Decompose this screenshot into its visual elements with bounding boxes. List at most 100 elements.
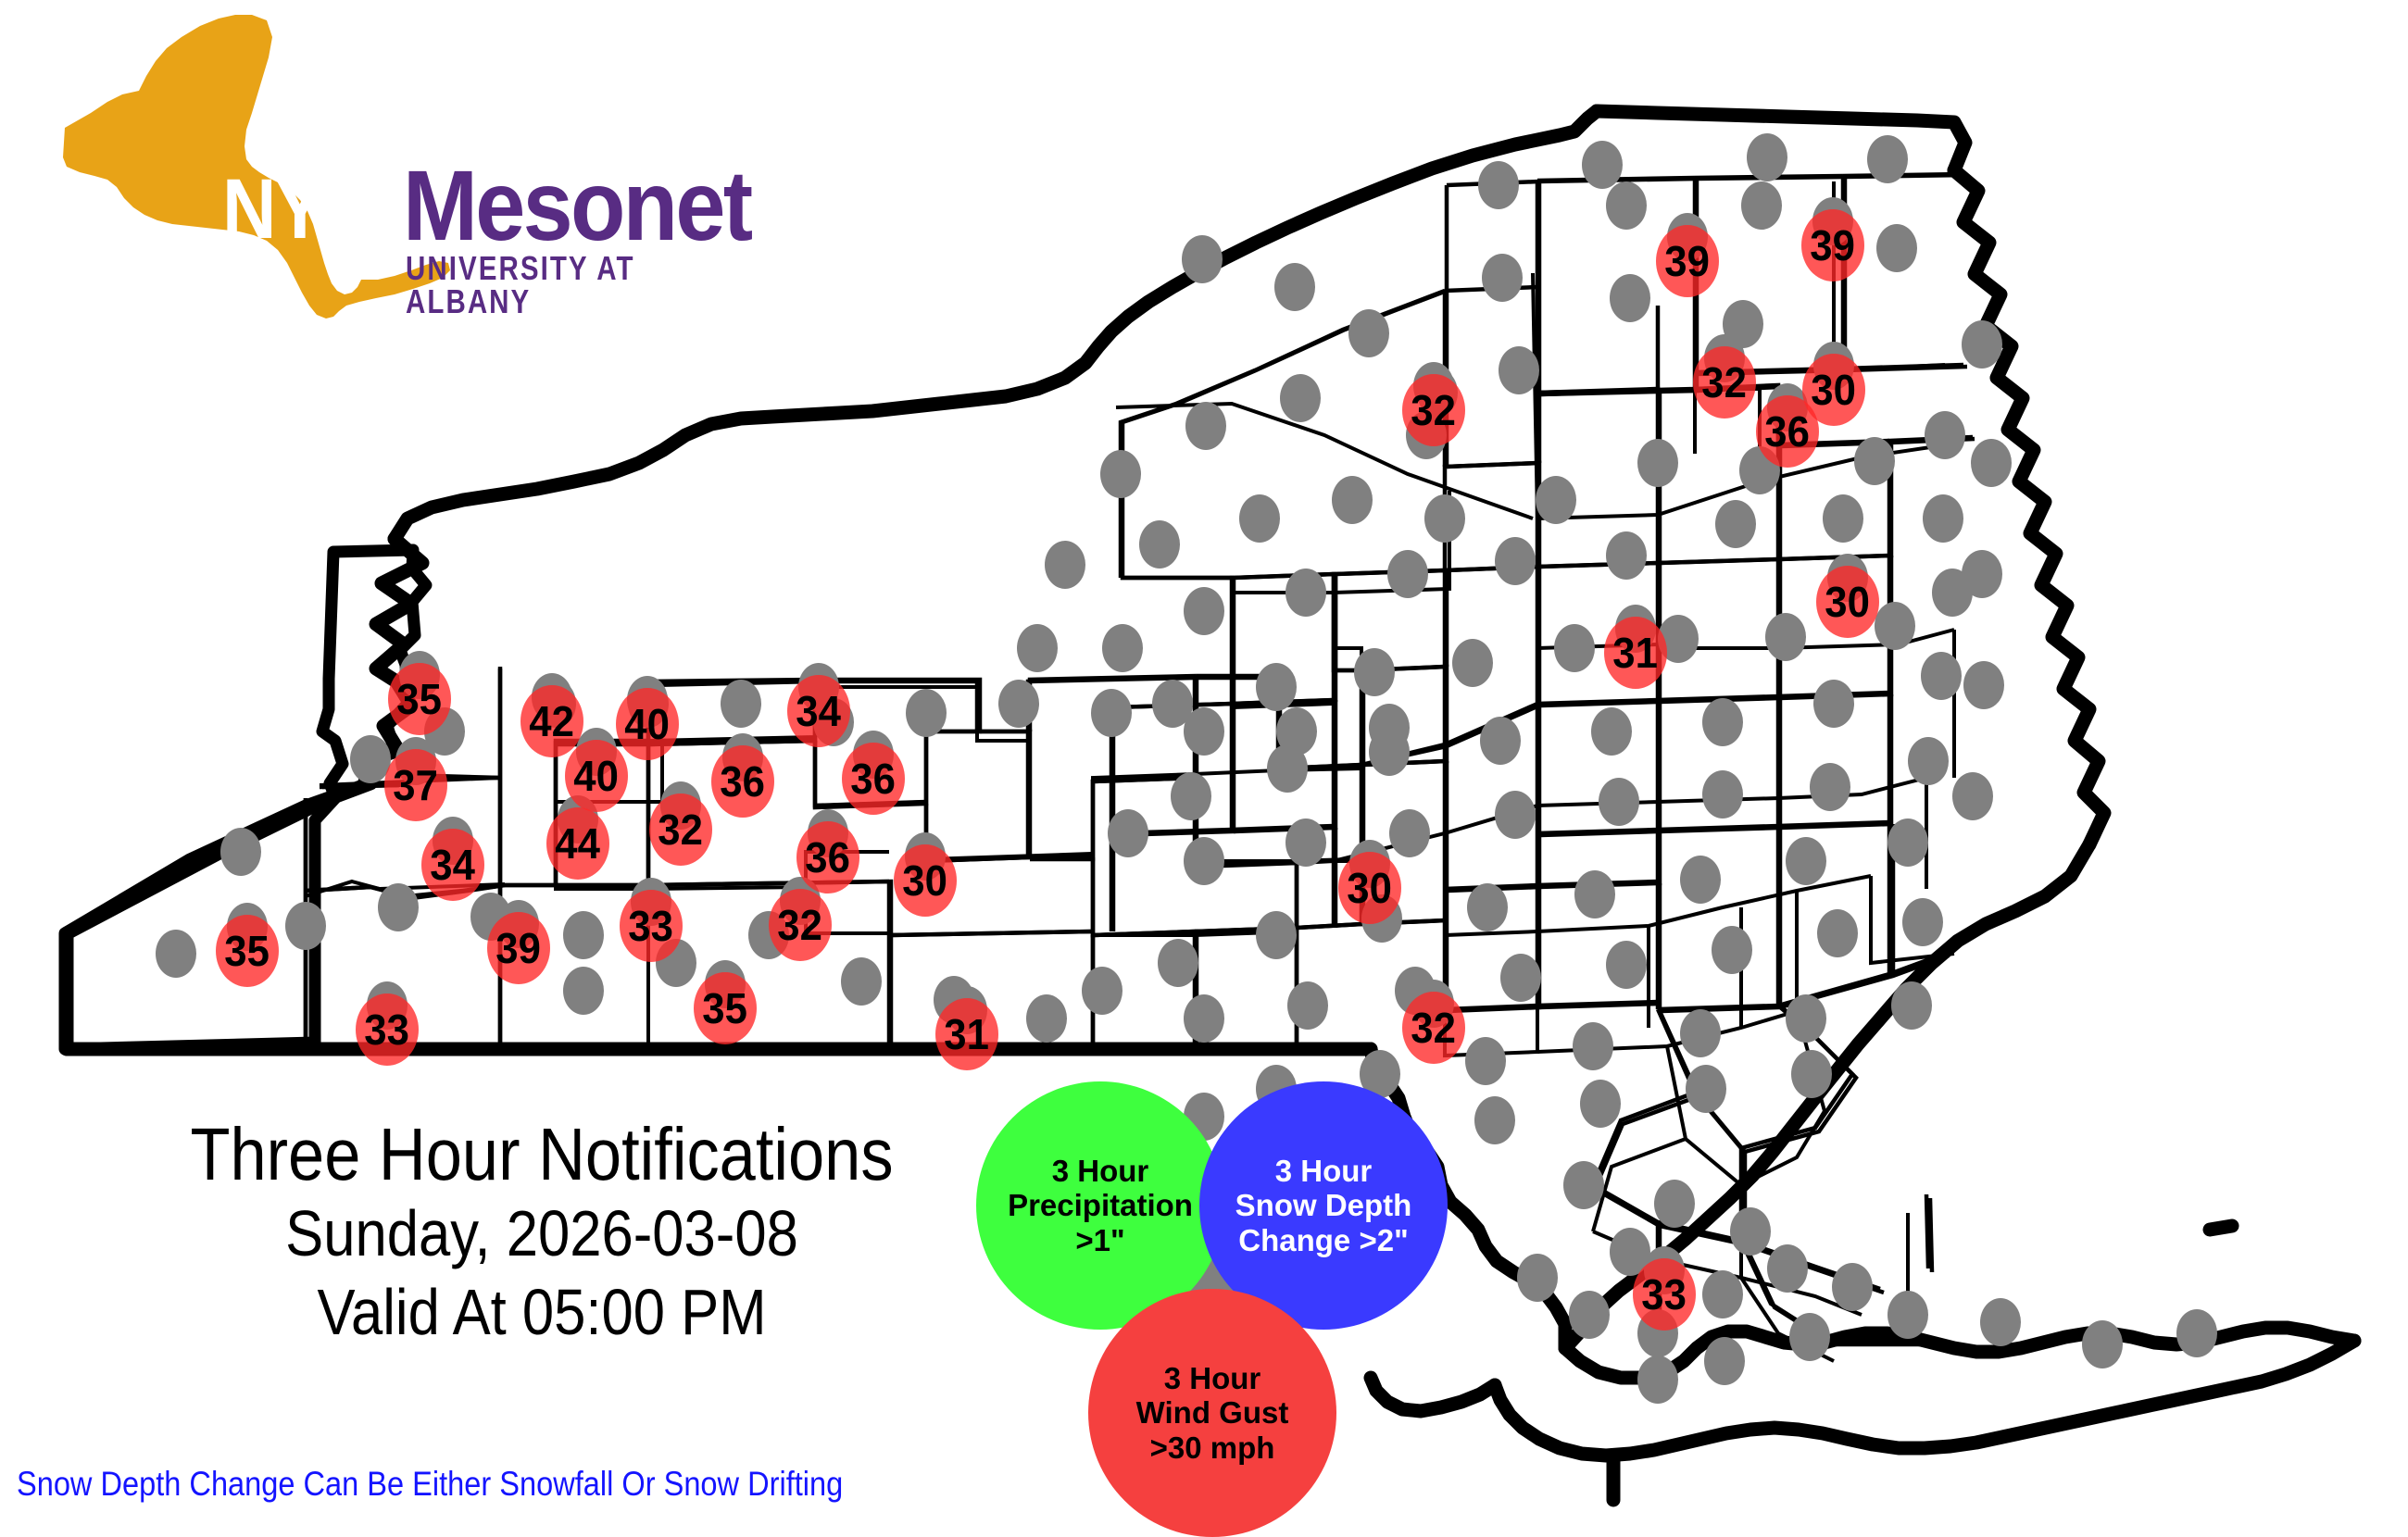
wind-gust-notification-marker[interactable]: 30: [1338, 852, 1401, 924]
station-dot: [1184, 994, 1224, 1043]
station-dot: [1680, 1009, 1721, 1057]
station-dot: [1606, 941, 1647, 989]
wind-gust-notification-marker[interactable]: 44: [546, 807, 609, 880]
wind-gust-notification-marker[interactable]: 40: [616, 688, 679, 760]
wind-gust-notification-marker[interactable]: 35: [388, 663, 451, 735]
station-dot: [1499, 346, 1539, 394]
station-dot: [1369, 704, 1410, 752]
station-dot: [1424, 494, 1465, 543]
station-dot: [1045, 541, 1085, 589]
station-dot: [1702, 1270, 1743, 1318]
station-dot: [1256, 911, 1297, 959]
wind-gust-notification-marker[interactable]: 33: [620, 890, 683, 962]
wind-gust-value: 33: [1641, 1270, 1687, 1318]
station-dot: [1817, 909, 1858, 957]
station-dot: [1591, 707, 1632, 756]
wind-gust-notification-marker[interactable]: 32: [1402, 992, 1465, 1064]
station-dot: [1184, 837, 1224, 885]
wind-gust-value: 33: [364, 1006, 410, 1054]
station-dot: [1823, 494, 1863, 543]
footnote-text: Snow Depth Change Can Be Either Snowfall…: [17, 1465, 844, 1503]
station-dot: [1923, 494, 1963, 543]
station-dot: [1348, 309, 1389, 357]
wind-gust-value: 31: [944, 1010, 990, 1058]
station-dot: [1108, 809, 1148, 857]
station-dot: [1517, 1254, 1558, 1302]
wind-gust-notification-marker[interactable]: 31: [935, 998, 998, 1070]
station-dot: [1026, 994, 1067, 1043]
station-dot: [1239, 494, 1280, 543]
wind-gust-notification-marker[interactable]: 32: [649, 793, 712, 866]
station-dot: [1908, 737, 1949, 785]
legend-snow-line1: 3 Hour: [1274, 1153, 1373, 1188]
wind-gust-notification-marker[interactable]: 35: [694, 972, 757, 1044]
station-dot: [1287, 981, 1328, 1030]
wind-gust-value: 32: [777, 901, 823, 949]
wind-gust-notification-marker[interactable]: 37: [384, 749, 447, 821]
station-dot: [1925, 411, 1965, 459]
station-dot: [1256, 663, 1297, 711]
wind-gust-value: 37: [393, 761, 439, 809]
station-dot: [1715, 500, 1756, 548]
station-dot: [1387, 550, 1428, 598]
station-dot: [1171, 772, 1211, 820]
wind-gust-notification-marker[interactable]: 36: [842, 743, 905, 815]
station-dot: [1832, 1263, 1873, 1311]
wind-gust-notification-marker[interactable]: 30: [894, 844, 957, 917]
valid-date: Sunday, 2026-03-08: [285, 1196, 798, 1269]
wind-gust-value: 30: [1811, 366, 1857, 414]
wind-gust-notification-marker[interactable]: 32: [1693, 346, 1756, 419]
station-dot: [1962, 320, 2002, 369]
wind-gust-notification-marker[interactable]: 42: [520, 685, 583, 757]
station-dot: [1875, 602, 1915, 650]
legend-snow-depth[interactable]: 3 Hour Snow Depth Change >2": [1199, 1081, 1448, 1330]
wind-gust-notification-marker[interactable]: 30: [1802, 354, 1865, 426]
station-dot: [2082, 1320, 2123, 1368]
wind-gust-notification-marker[interactable]: 40: [565, 740, 628, 812]
wind-gust-notification-marker[interactable]: 31: [1604, 617, 1667, 689]
station-dot: [1741, 181, 1782, 230]
wind-gust-notification-marker[interactable]: 39: [487, 912, 550, 984]
wind-gust-notification-marker[interactable]: 35: [216, 915, 279, 987]
station-dot: [378, 883, 419, 931]
wind-gust-notification-marker[interactable]: 33: [1633, 1258, 1696, 1331]
wind-gust-notification-marker[interactable]: 33: [356, 993, 419, 1066]
wind-gust-notification-marker[interactable]: 32: [769, 889, 832, 961]
station-dot: [1702, 770, 1743, 818]
wind-gust-notification-marker[interactable]: 39: [1656, 225, 1719, 297]
station-dot: [1891, 981, 1932, 1030]
station-dot: [1274, 263, 1315, 311]
wind-gust-notification-marker[interactable]: 34: [421, 829, 484, 901]
legend-wind-gust[interactable]: 3 Hour Wind Gust >30 mph: [1088, 1289, 1336, 1537]
station-dot: [563, 911, 604, 959]
station-dot: [1500, 954, 1541, 1002]
station-dot: [1888, 818, 1928, 867]
logo-mesonet-text: Mesonet: [403, 149, 753, 261]
station-dot: [1569, 1291, 1610, 1339]
station-dot: [1554, 624, 1595, 672]
wind-gust-notification-marker[interactable]: 36: [711, 745, 774, 818]
station-dot: [1971, 439, 2012, 487]
wind-gust-value: 40: [573, 752, 620, 800]
wind-gust-notification-marker[interactable]: 39: [1801, 209, 1864, 281]
station-dot: [1467, 883, 1508, 931]
station-dot: [1158, 939, 1198, 987]
station-dot: [1465, 1037, 1506, 1085]
legend-precipitation[interactable]: 3 Hour Precipitation >1": [976, 1081, 1224, 1330]
station-dot: [220, 828, 261, 876]
legend-precip-line2: Precipitation: [1008, 1188, 1193, 1223]
legend-precip-line3: >1": [1075, 1222, 1125, 1257]
station-dot: [1704, 1337, 1745, 1385]
wind-gust-value: 39: [1664, 237, 1711, 285]
nys-mesonet-logo: NYS Mesonet UNIVERSITY AT ALBANY: [37, 9, 753, 333]
wind-gust-notification-marker[interactable]: 36: [796, 821, 859, 893]
valid-time: Valid At 05:00 PM: [317, 1276, 767, 1349]
wind-gust-notification-marker[interactable]: 36: [1756, 395, 1819, 468]
station-dot: [1654, 1180, 1695, 1228]
station-dot: [1813, 680, 1854, 728]
wind-gust-notification-marker[interactable]: 30: [1816, 566, 1879, 638]
wind-gust-notification-marker[interactable]: 34: [787, 675, 850, 747]
station-dot: [1478, 161, 1519, 209]
station-dot: [1610, 274, 1650, 322]
wind-gust-notification-marker[interactable]: 32: [1402, 374, 1465, 446]
